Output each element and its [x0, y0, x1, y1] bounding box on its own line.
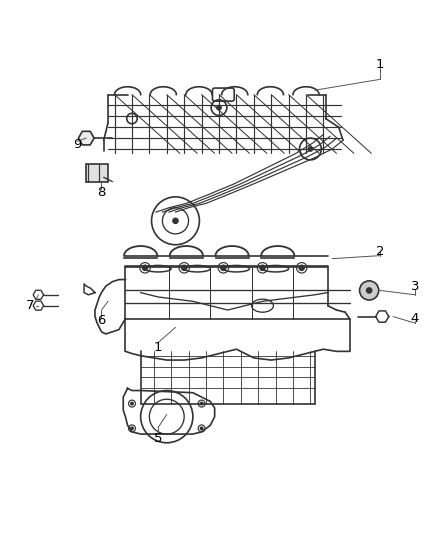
Circle shape: [173, 218, 178, 223]
Circle shape: [360, 281, 379, 300]
Circle shape: [200, 427, 203, 430]
Polygon shape: [78, 131, 94, 145]
Text: 2: 2: [376, 245, 384, 258]
Circle shape: [367, 288, 372, 293]
Circle shape: [217, 106, 221, 110]
Text: 1: 1: [376, 58, 384, 70]
Text: 5: 5: [154, 432, 162, 445]
Circle shape: [131, 427, 133, 430]
Circle shape: [299, 265, 304, 270]
Circle shape: [142, 265, 148, 270]
Text: 4: 4: [411, 312, 419, 325]
Circle shape: [308, 147, 313, 151]
Text: 6: 6: [97, 314, 106, 327]
Text: 9: 9: [74, 138, 82, 151]
Text: 8: 8: [97, 186, 106, 199]
Circle shape: [182, 265, 187, 270]
Text: 3: 3: [410, 280, 419, 293]
FancyBboxPatch shape: [86, 164, 108, 182]
Circle shape: [221, 265, 226, 270]
Circle shape: [260, 265, 265, 270]
Text: 7: 7: [25, 299, 34, 312]
Circle shape: [200, 402, 203, 405]
Circle shape: [131, 402, 133, 405]
Text: 1: 1: [154, 341, 162, 353]
